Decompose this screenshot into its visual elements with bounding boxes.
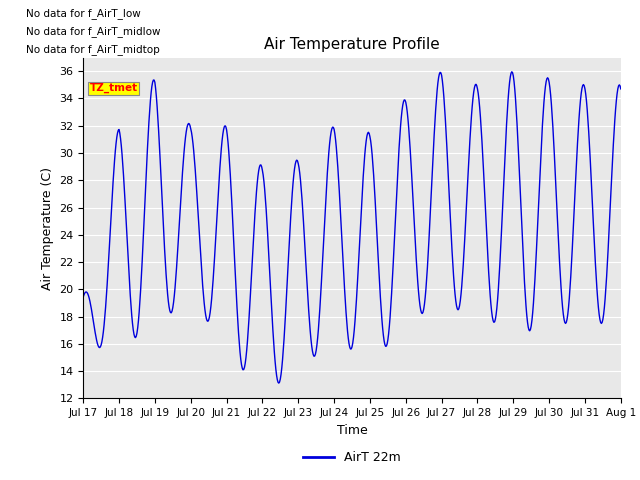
Y-axis label: Air Temperature (C): Air Temperature (C) — [41, 167, 54, 289]
Text: No data for f_AirT_midlow: No data for f_AirT_midlow — [26, 26, 160, 37]
Title: Air Temperature Profile: Air Temperature Profile — [264, 37, 440, 52]
Text: No data for f_AirT_midtop: No data for f_AirT_midtop — [26, 44, 159, 55]
Legend: AirT 22m: AirT 22m — [298, 446, 406, 469]
X-axis label: Time: Time — [337, 424, 367, 437]
Text: No data for f_AirT_low: No data for f_AirT_low — [26, 8, 140, 19]
Text: TZ_tmet: TZ_tmet — [90, 83, 138, 94]
